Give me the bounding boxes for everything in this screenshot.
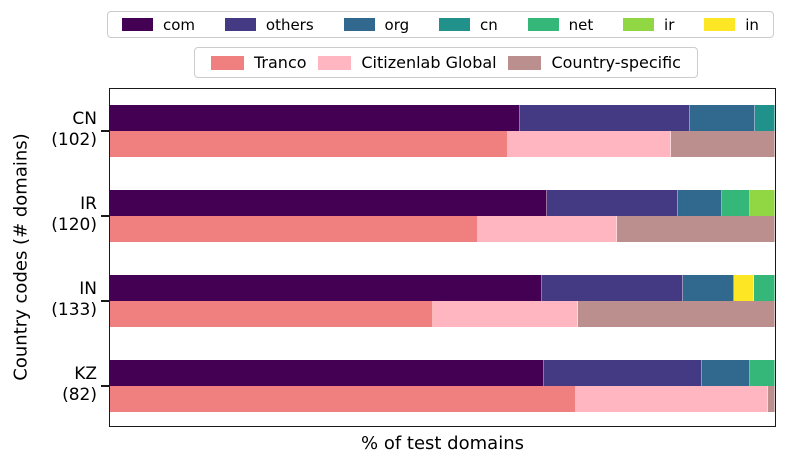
- country-code-label: IN: [79, 279, 97, 299]
- tld-legend-item-others: others: [224, 15, 314, 34]
- y-tick-label-in: IN (133): [0, 279, 97, 321]
- cn-source-segment-country-specific: [670, 131, 775, 157]
- tld-legend: com others org cn net ir in: [107, 11, 774, 38]
- cn-source-bar: [110, 131, 775, 157]
- in-tld-segment-org: [682, 275, 734, 301]
- citizenlab-global-swatch-icon: [318, 55, 352, 70]
- in-tld-segment-com: [110, 275, 543, 301]
- tld-legend-item-ir: ir: [623, 16, 674, 34]
- country-code-label: CN: [72, 109, 97, 129]
- kz-source-segment-country-specific: [767, 386, 775, 412]
- kz-source-segment-tranco: [110, 386, 577, 412]
- source-legend-item-citizenlab-global: Citizenlab Global: [318, 53, 497, 72]
- ir-swatch-icon: [623, 18, 655, 31]
- country-code-label: IR: [80, 194, 97, 214]
- source-legend-item-country-specific: Country-specific: [508, 53, 681, 72]
- cn-source-segment-tranco: [110, 131, 509, 157]
- cn-swatch-icon: [438, 18, 470, 31]
- ir-source-segment-citizenlab-global: [477, 216, 617, 242]
- in-source-segment-tranco: [110, 301, 434, 327]
- ir-tld-bar: [110, 190, 775, 216]
- tld-legend-item-in: in: [704, 16, 759, 34]
- tld-legend-item-label: ir: [664, 15, 675, 34]
- tranco-swatch-icon: [211, 55, 244, 70]
- in-tld-segment-others: [542, 275, 683, 301]
- y-tick-label-cn: CN (102): [0, 109, 97, 151]
- kz-tld-segment-others: [543, 360, 702, 386]
- org-swatch-icon: [343, 18, 375, 31]
- country-code-label: KZ: [74, 364, 97, 384]
- domain-count-label: (82): [62, 385, 97, 405]
- tld-legend-item-com: com: [122, 16, 195, 34]
- kz-tld-segment-com: [110, 360, 544, 386]
- cn-tld-segment-others: [520, 105, 690, 131]
- tld-legend-item-cn: cn: [438, 15, 498, 34]
- tld-legend-item-net: net: [527, 15, 594, 34]
- ir-source-bar: [110, 216, 775, 242]
- ir-source-segment-tranco: [110, 216, 478, 242]
- source-legend: Tranco Citizenlab Global Country-specific: [194, 47, 698, 78]
- domain-count-label: (102): [51, 130, 97, 150]
- kz-tld-bar: [110, 360, 775, 386]
- y-tick-ir: [101, 215, 110, 217]
- com-swatch-icon: [122, 18, 153, 31]
- source-legend-item-label: Citizenlab Global: [361, 53, 497, 72]
- ir-source-segment-country-specific: [616, 216, 775, 242]
- in-tld-segment-in: [733, 275, 754, 301]
- cn-source-segment-citizenlab-global: [508, 131, 671, 157]
- domain-count-label: (120): [51, 215, 97, 235]
- ir-tld-segment-net: [722, 190, 751, 216]
- country-specific-swatch-icon: [508, 55, 542, 70]
- net-swatch-icon: [527, 18, 559, 31]
- in-source-segment-country-specific: [578, 301, 775, 327]
- cn-tld-segment-org: [689, 105, 756, 131]
- y-tick-in: [101, 300, 110, 302]
- y-axis-label: Country codes (# domains): [10, 133, 32, 381]
- ir-tld-segment-ir: [750, 190, 775, 216]
- tld-legend-item-label: com: [163, 15, 196, 34]
- others-swatch-icon: [224, 18, 256, 31]
- cn-tld-segment-com: [110, 105, 521, 131]
- source-legend-item-label: Country-specific: [551, 53, 681, 72]
- domain-count-label: (133): [51, 300, 97, 320]
- tld-legend-item-label: others: [265, 15, 314, 34]
- y-tick-label-kz: KZ (82): [0, 364, 97, 406]
- cn-tld-segment-cn: [755, 105, 775, 131]
- source-legend-item-tranco: Tranco: [211, 53, 307, 72]
- kz-tld-segment-org: [701, 360, 750, 386]
- in-tld-bar: [110, 275, 775, 301]
- ir-tld-segment-org: [677, 190, 723, 216]
- tld-legend-item-label: cn: [479, 15, 498, 34]
- tld-legend-item-label: net: [568, 15, 594, 34]
- x-axis-label: % of test domains: [361, 433, 524, 454]
- in-tld-segment-net: [753, 275, 775, 301]
- ir-tld-segment-others: [546, 190, 678, 216]
- source-legend-item-label: Tranco: [254, 53, 307, 72]
- kz-tld-segment-net: [749, 360, 775, 386]
- tld-legend-item-org: org: [343, 15, 410, 34]
- in-swatch-icon: [704, 18, 736, 31]
- in-source-bar: [110, 301, 775, 327]
- kz-source-bar: [110, 386, 775, 412]
- ir-tld-segment-com: [110, 190, 547, 216]
- tld-legend-item-label: in: [745, 15, 759, 34]
- kz-source-segment-citizenlab-global: [576, 386, 768, 412]
- y-tick-label-ir: IR (120): [0, 194, 97, 236]
- y-tick-kz: [101, 385, 110, 387]
- in-source-segment-citizenlab-global: [433, 301, 579, 327]
- cn-tld-bar: [110, 105, 775, 131]
- tld-legend-item-label: org: [384, 15, 410, 34]
- plot-area: [101, 88, 776, 427]
- y-tick-cn: [101, 130, 110, 132]
